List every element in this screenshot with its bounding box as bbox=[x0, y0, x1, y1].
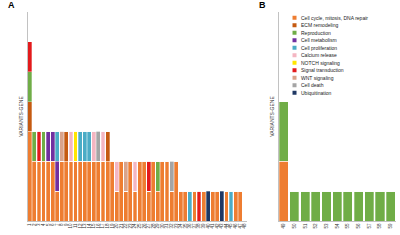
svg-text:31: 31 bbox=[164, 223, 169, 229]
svg-text:42: 42 bbox=[215, 223, 220, 229]
svg-text:B: B bbox=[259, 0, 266, 10]
svg-text:Cell proliferation: Cell proliferation bbox=[301, 45, 337, 51]
svg-text:25: 25 bbox=[137, 223, 142, 229]
svg-text:21: 21 bbox=[119, 223, 124, 229]
svg-text:26: 26 bbox=[142, 223, 147, 229]
svg-text:36: 36 bbox=[187, 223, 192, 229]
svg-text:53: 53 bbox=[324, 223, 329, 229]
svg-text:Calcium release: Calcium release bbox=[301, 52, 337, 58]
svg-text:48: 48 bbox=[242, 223, 247, 229]
svg-text:39: 39 bbox=[201, 223, 206, 229]
svg-text:1: 1 bbox=[27, 223, 32, 226]
svg-text:17: 17 bbox=[100, 223, 105, 229]
svg-text:Cell metabolism: Cell metabolism bbox=[301, 37, 337, 43]
svg-text:11: 11 bbox=[73, 223, 78, 228]
svg-text:55: 55 bbox=[345, 223, 350, 229]
svg-text:30: 30 bbox=[160, 223, 165, 229]
svg-text:43: 43 bbox=[219, 223, 224, 229]
svg-text:44: 44 bbox=[224, 223, 229, 229]
svg-text:WNT signaling: WNT signaling bbox=[301, 75, 334, 81]
svg-text:33: 33 bbox=[174, 223, 179, 229]
svg-text:35: 35 bbox=[183, 223, 188, 229]
svg-text:4: 4 bbox=[41, 223, 46, 226]
svg-text:58: 58 bbox=[377, 223, 382, 229]
svg-text:7: 7 bbox=[55, 223, 60, 226]
svg-text:9: 9 bbox=[64, 223, 69, 226]
svg-text:5: 5 bbox=[46, 223, 51, 226]
svg-text:41: 41 bbox=[210, 223, 215, 229]
svg-text:28: 28 bbox=[151, 223, 156, 229]
svg-text:37: 37 bbox=[192, 223, 197, 229]
svg-text:47: 47 bbox=[238, 223, 243, 229]
svg-text:32: 32 bbox=[169, 223, 174, 229]
svg-text:VARIANTS-GENE: VARIANTS-GENE bbox=[269, 96, 275, 137]
svg-text:10: 10 bbox=[68, 223, 73, 229]
svg-text:51: 51 bbox=[303, 223, 308, 229]
svg-text:14: 14 bbox=[87, 223, 92, 229]
svg-text:VARIANTS-GENE: VARIANTS-GENE bbox=[18, 96, 24, 137]
svg-text:40: 40 bbox=[206, 223, 211, 229]
svg-text:29: 29 bbox=[155, 223, 160, 229]
svg-text:Cell cycle, mitosis, DNA repai: Cell cycle, mitosis, DNA repair bbox=[301, 15, 368, 21]
svg-text:34: 34 bbox=[178, 223, 183, 229]
svg-text:12: 12 bbox=[78, 223, 83, 229]
svg-text:50: 50 bbox=[292, 223, 297, 229]
svg-text:Cell death: Cell death bbox=[301, 82, 324, 88]
svg-text:57: 57 bbox=[367, 223, 372, 229]
svg-text:Ubiquitination: Ubiquitination bbox=[301, 90, 332, 96]
svg-text:27: 27 bbox=[146, 223, 151, 229]
svg-text:2: 2 bbox=[32, 223, 37, 226]
svg-text:45: 45 bbox=[228, 223, 233, 229]
svg-text:13: 13 bbox=[82, 223, 87, 229]
svg-text:A: A bbox=[8, 0, 15, 10]
svg-text:19: 19 bbox=[110, 223, 115, 229]
svg-text:Signal transduction: Signal transduction bbox=[301, 67, 344, 73]
svg-text:23: 23 bbox=[128, 223, 133, 229]
svg-text:8: 8 bbox=[59, 223, 64, 226]
svg-text:22: 22 bbox=[123, 223, 128, 229]
svg-text:52: 52 bbox=[313, 223, 318, 229]
svg-text:56: 56 bbox=[356, 223, 361, 229]
svg-text:49: 49 bbox=[281, 223, 286, 229]
svg-text:15: 15 bbox=[91, 223, 96, 229]
svg-text:38: 38 bbox=[196, 223, 201, 229]
svg-text:18: 18 bbox=[105, 223, 110, 229]
svg-text:24: 24 bbox=[132, 223, 137, 229]
svg-text:46: 46 bbox=[233, 223, 238, 229]
svg-text:59: 59 bbox=[388, 223, 393, 229]
svg-text:16: 16 bbox=[96, 223, 101, 229]
svg-text:Reproduction: Reproduction bbox=[301, 30, 331, 36]
svg-text:3: 3 bbox=[36, 223, 41, 226]
svg-text:54: 54 bbox=[335, 223, 340, 229]
svg-text:ECM remodeling: ECM remodeling bbox=[301, 22, 338, 28]
svg-text:20: 20 bbox=[114, 223, 119, 229]
svg-text:NOTCH signaling: NOTCH signaling bbox=[301, 60, 340, 66]
svg-text:6: 6 bbox=[50, 223, 55, 226]
